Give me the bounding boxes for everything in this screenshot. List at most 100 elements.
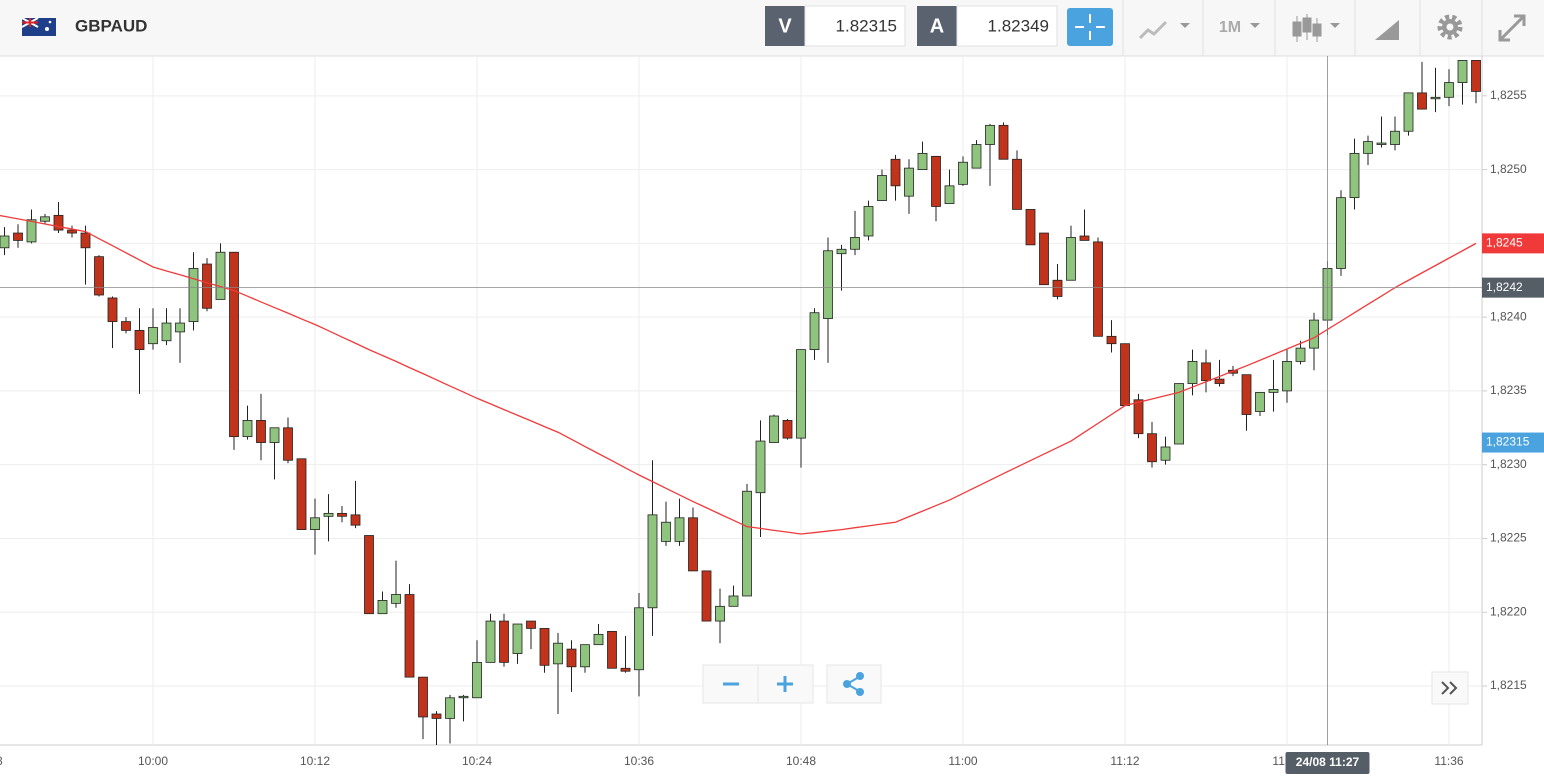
candle-body [242,420,253,438]
candle-body [418,676,428,718]
candle-body [121,321,131,331]
candle-body [1093,241,1103,337]
candle-body [607,630,617,669]
candle-body [620,667,631,672]
candle-body [958,161,968,185]
candle-body [40,216,50,222]
candle-body [377,600,388,615]
candle-body [256,420,266,443]
ask-label: A [930,15,944,37]
candle-body [580,644,590,668]
bid-label-box[interactable] [765,6,805,46]
candle-body [1336,197,1346,269]
bid-price: 1.82315 [836,16,897,35]
y-tick-label: 1,8215 [1490,678,1527,692]
plot-area [0,56,1482,745]
candle-body [107,297,118,322]
ask-label-box[interactable] [917,6,957,46]
candle-body [836,248,847,255]
candle-body [13,232,23,241]
candle-body [1214,378,1225,384]
candle-body [877,175,887,201]
candle-body [1039,232,1049,286]
candle-body [971,144,982,169]
candle-body [1282,361,1292,392]
candle-body [431,713,442,719]
flag [21,17,56,36]
current-price-label-box [1482,432,1544,453]
candle-body [296,458,307,530]
candle-body [931,155,941,207]
candle-body [310,517,320,530]
x-tick-label: 10:48 [786,754,816,768]
x-tick-label: 11:36 [1434,754,1463,768]
ask-box[interactable] [956,5,1058,47]
candle-body [1255,391,1265,412]
candle-body [1187,361,1198,384]
x-tick-label: 9:48 [0,754,3,768]
timeframe[interactable]: 1M [1219,19,1241,36]
y-tick-label: 1,8235 [1490,383,1527,397]
crosshair-button[interactable] [1067,8,1113,46]
candle-body [1444,82,1454,98]
candle-body [1133,399,1144,435]
candle-body [1295,347,1306,362]
candle-body [1376,142,1387,145]
candle-body [445,697,455,719]
candle-body [499,620,509,663]
candle-body [985,124,995,145]
candle-body [755,440,766,494]
candle-body [1079,235,1090,241]
candle-body [1268,389,1279,393]
candle-body [850,237,860,250]
candle-body [215,251,226,300]
candle-body [1174,383,1184,445]
candle-body [1390,130,1400,145]
candle-body [526,620,536,629]
zoom-in-button[interactable] [757,664,814,704]
candle-body [539,628,550,666]
candle-body [1120,343,1130,407]
candle-body [917,152,928,171]
candle-body [1309,319,1319,349]
candle-body [904,167,914,197]
moving-average-label-box [1482,233,1544,254]
candle-body [188,268,199,322]
x-tick-label: 10:36 [624,754,654,768]
ask-price: 1.82349 [988,16,1049,35]
candle-body [458,695,469,699]
candle-body [1012,158,1022,210]
symbol: GBPAUD [75,16,147,35]
x-tick-label: 11:12 [1110,754,1139,768]
bid-box[interactable] [804,5,906,47]
candle-body [1147,433,1157,463]
candle-body [796,349,806,439]
draw-tool-button[interactable] [1375,20,1399,40]
candle-body [404,594,415,678]
y-tick-label: 1,8225 [1490,531,1527,545]
candle-body [1403,92,1414,132]
candle-body [391,594,401,604]
zoom-out-button[interactable] [702,664,759,704]
candle-body [94,256,104,296]
x-tick-label: 10:24 [462,754,492,768]
candle-body [1066,237,1076,281]
settings-button[interactable] [1437,14,1463,40]
candle-body [53,214,64,231]
candle-type-button[interactable] [1292,14,1340,42]
scroll-right-button[interactable] [1431,671,1469,705]
candle-body [566,648,577,668]
candle-body [1160,446,1171,461]
y-tick-label: 1,8220 [1490,604,1527,618]
fullscreen-button[interactable] [1498,14,1526,42]
overlay [0,56,1482,745]
x-tick-label: 11:00 [948,754,977,768]
candle-body [350,514,361,526]
candle-body [80,232,91,249]
share-button[interactable] [826,664,882,704]
chart-type-button[interactable] [1138,20,1190,40]
crosshair-price-label-box [1482,277,1544,298]
candle-body [688,517,698,572]
moving-average-label: 1,8245 [1486,236,1523,250]
